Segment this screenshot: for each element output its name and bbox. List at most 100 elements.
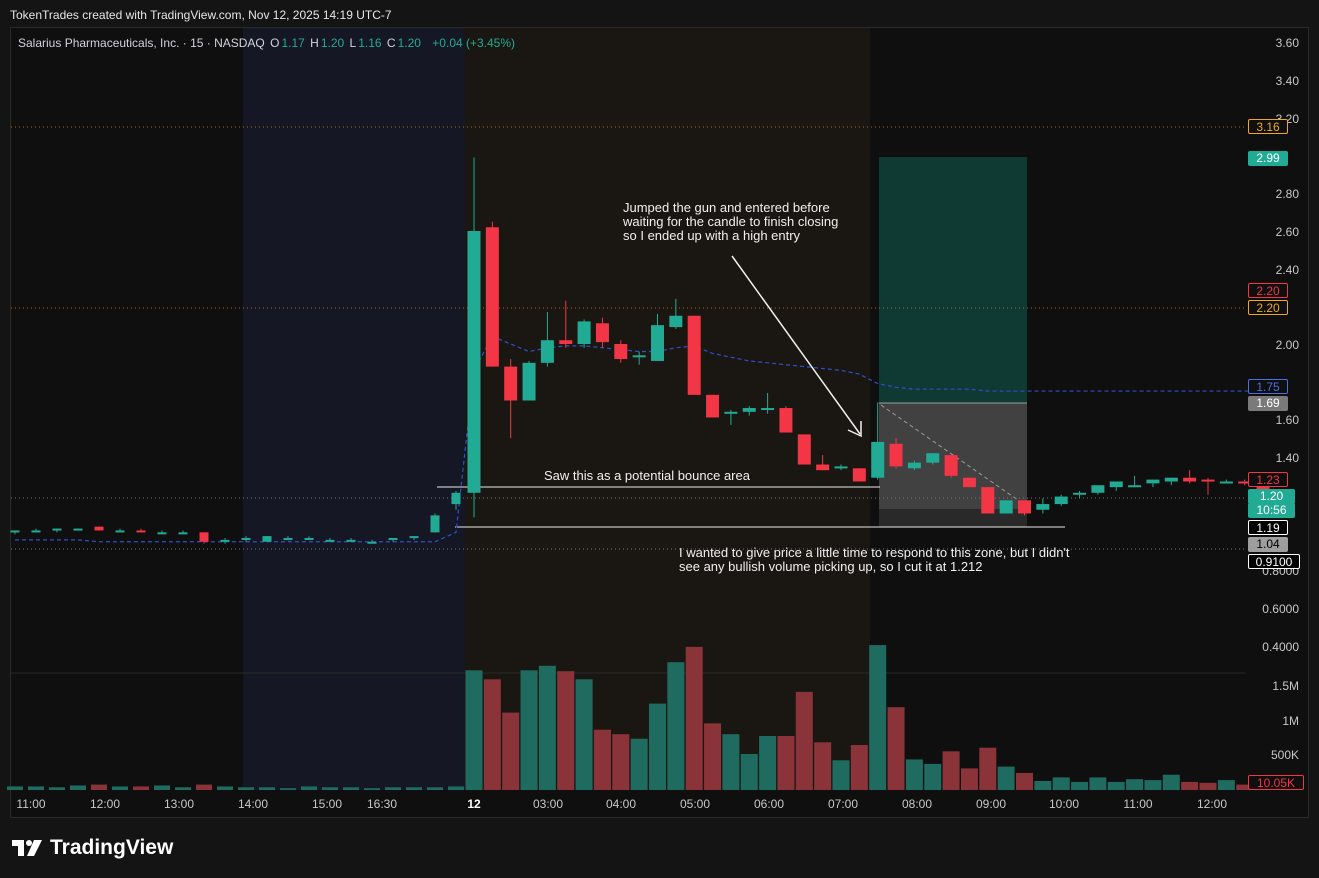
volume-bar[interactable] bbox=[538, 665, 556, 790]
volume-bar[interactable] bbox=[483, 679, 501, 790]
candle-body[interactable] bbox=[1054, 496, 1068, 505]
candle-body[interactable] bbox=[136, 530, 146, 533]
candle-body[interactable] bbox=[1219, 481, 1233, 484]
candle-body[interactable] bbox=[1018, 500, 1031, 514]
volume-bar[interactable] bbox=[7, 786, 23, 790]
candle-body[interactable] bbox=[504, 366, 518, 401]
volume-bar[interactable] bbox=[593, 729, 611, 790]
candle-body[interactable] bbox=[485, 227, 499, 367]
price-tag-123[interactable]: 1.23 bbox=[1248, 472, 1288, 487]
volume-bar[interactable] bbox=[280, 788, 296, 790]
volume-bar[interactable] bbox=[427, 787, 443, 790]
candle-body[interactable] bbox=[115, 530, 125, 533]
candle-body[interactable] bbox=[388, 537, 398, 540]
volume-bar[interactable] bbox=[924, 763, 942, 790]
candle-body[interactable] bbox=[346, 539, 356, 542]
last-price-tag[interactable]: 1.20 bbox=[1248, 489, 1295, 504]
volume-bar[interactable] bbox=[869, 645, 887, 790]
entry-annotation[interactable]: Jumped the gun and entered before waitin… bbox=[623, 200, 839, 243]
volume-bar[interactable] bbox=[1162, 774, 1180, 790]
tradingview-logo[interactable]: TradingView bbox=[12, 836, 173, 860]
volume-bar[interactable] bbox=[154, 785, 170, 791]
candle-body[interactable] bbox=[742, 408, 756, 412]
candle-body[interactable] bbox=[981, 487, 995, 514]
candle-body[interactable] bbox=[632, 355, 646, 358]
volume-bar[interactable] bbox=[1199, 782, 1217, 790]
candle-body[interactable] bbox=[220, 539, 230, 542]
volume-bar[interactable] bbox=[685, 646, 703, 790]
volume-bar[interactable] bbox=[465, 670, 483, 790]
annotation-arrow[interactable] bbox=[731, 255, 861, 435]
volume-bar[interactable] bbox=[1217, 780, 1235, 790]
volume-bar[interactable] bbox=[1144, 780, 1162, 790]
bounce-annotation[interactable]: Saw this as a potential bounce area bbox=[544, 468, 750, 483]
volume-bar[interactable] bbox=[667, 662, 685, 790]
volume-bar[interactable] bbox=[850, 745, 868, 790]
volume-bar[interactable] bbox=[49, 787, 65, 790]
volume-bar[interactable] bbox=[832, 760, 850, 790]
volume-bar[interactable] bbox=[887, 707, 905, 790]
candle-body[interactable] bbox=[944, 455, 958, 476]
volume-bar[interactable] bbox=[814, 742, 832, 790]
candle-body[interactable] bbox=[467, 231, 481, 493]
candle-body[interactable] bbox=[761, 408, 775, 411]
candle-body[interactable] bbox=[430, 515, 440, 533]
candle-body[interactable] bbox=[522, 362, 536, 401]
candle-body[interactable] bbox=[907, 462, 921, 469]
volume-bar[interactable] bbox=[1052, 777, 1070, 790]
candle-body[interactable] bbox=[577, 321, 591, 344]
candle-body[interactable] bbox=[157, 532, 167, 535]
volume-bar[interactable] bbox=[385, 787, 401, 790]
volume-bar[interactable] bbox=[1126, 779, 1144, 790]
volume-bar[interactable] bbox=[649, 703, 666, 790]
price-tag-target[interactable]: 2.99 bbox=[1248, 151, 1288, 166]
volume-bar[interactable] bbox=[1089, 777, 1107, 790]
volume-bar[interactable] bbox=[238, 787, 254, 790]
volume-bar[interactable] bbox=[979, 747, 997, 790]
volume-bar[interactable] bbox=[777, 736, 795, 790]
candle-body[interactable] bbox=[999, 500, 1013, 514]
price-tag-091[interactable]: 0.9100 bbox=[1248, 554, 1300, 569]
volume-bar[interactable] bbox=[259, 787, 275, 790]
price-tag-stop[interactable]: 1.04 bbox=[1248, 537, 1288, 552]
candle-body[interactable] bbox=[926, 453, 940, 463]
candle-body[interactable] bbox=[1201, 479, 1215, 482]
candle-body[interactable] bbox=[962, 477, 976, 488]
volume-bar[interactable] bbox=[70, 785, 86, 791]
candle-body[interactable] bbox=[304, 537, 314, 540]
candle-body[interactable] bbox=[1146, 479, 1160, 484]
candle-body[interactable] bbox=[1036, 504, 1050, 510]
volume-bar[interactable] bbox=[612, 734, 630, 790]
candle-body[interactable] bbox=[1183, 477, 1197, 482]
volume-bar[interactable] bbox=[960, 768, 978, 790]
volume-bar[interactable] bbox=[322, 787, 338, 790]
price-tag-220-red[interactable]: 2.20 bbox=[1248, 283, 1288, 298]
candle-body[interactable] bbox=[52, 528, 62, 531]
candle-body[interactable] bbox=[595, 323, 609, 343]
candle-body[interactable] bbox=[10, 530, 20, 533]
candle-body[interactable] bbox=[241, 537, 251, 540]
volume-bar[interactable] bbox=[217, 786, 233, 790]
candle-body[interactable] bbox=[559, 340, 573, 344]
candle-body[interactable] bbox=[687, 315, 701, 395]
price-tag-vwap[interactable]: 1.75 bbox=[1248, 379, 1288, 394]
volume-bar[interactable] bbox=[406, 787, 422, 790]
candle-body[interactable] bbox=[834, 466, 848, 469]
candle-body[interactable] bbox=[283, 537, 293, 540]
candle-body[interactable] bbox=[1128, 485, 1142, 488]
candle-body[interactable] bbox=[706, 394, 720, 418]
volume-bar[interactable] bbox=[133, 786, 149, 790]
volume-bar[interactable] bbox=[301, 786, 317, 790]
volume-bar[interactable] bbox=[520, 670, 538, 790]
candle-body[interactable] bbox=[367, 541, 377, 544]
target-zone[interactable] bbox=[879, 157, 1027, 403]
volume-bar[interactable] bbox=[1107, 781, 1125, 790]
candle-body[interactable] bbox=[852, 468, 866, 482]
candle-body[interactable] bbox=[94, 526, 104, 531]
candle-body[interactable] bbox=[409, 536, 419, 539]
candle-body[interactable] bbox=[325, 539, 335, 542]
price-tag-316[interactable]: 3.16 bbox=[1248, 119, 1288, 134]
candle-body[interactable] bbox=[178, 532, 188, 535]
volume-bar[interactable] bbox=[112, 786, 128, 790]
